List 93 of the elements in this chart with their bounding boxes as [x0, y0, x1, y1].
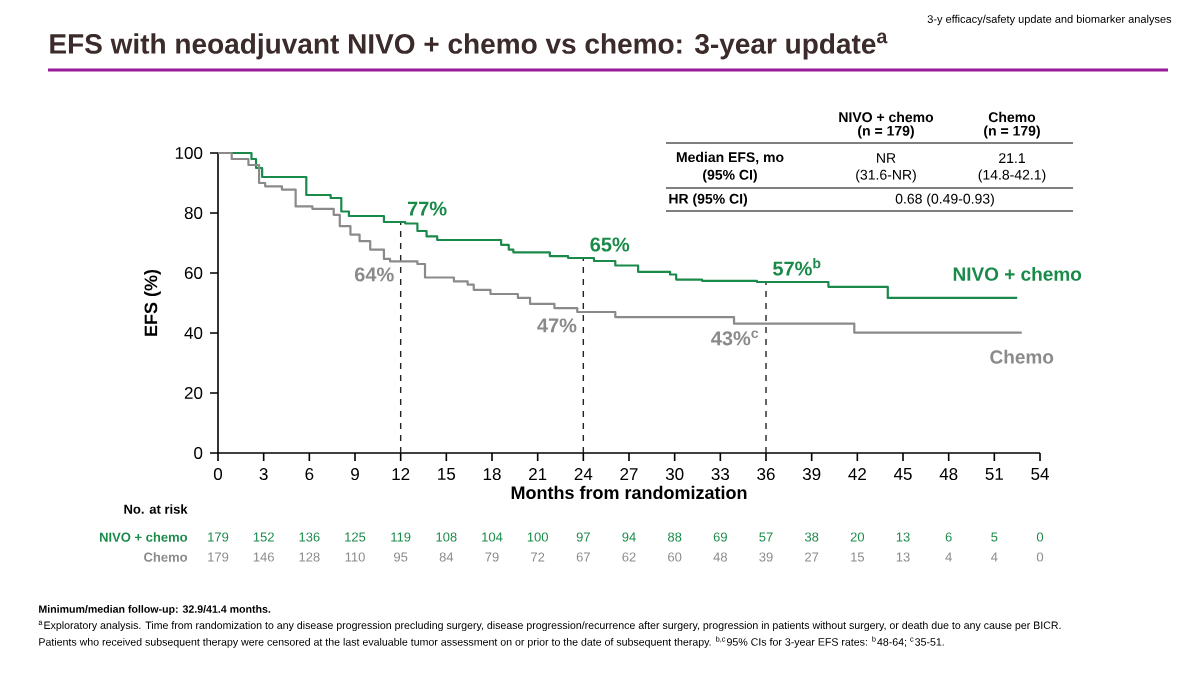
annotation: 0.68 (0.49-0.93) [895, 193, 994, 207]
text: 6 [945, 532, 952, 542]
text: 67 [576, 552, 590, 562]
text: 4 [945, 552, 952, 562]
x-tick-label: 30 [665, 468, 684, 481]
annotation: (31.6-NR) [856, 169, 916, 183]
chart-subtitle: 3-y efficacy/safety update and biomarker analyses [927, 14, 1172, 26]
text: 136 [299, 532, 320, 542]
annotation: 77% [407, 201, 447, 216]
text: Patients who received subsequent therapy were censored at the last evaluable tumor assessment on or prior to the date of subsequent therapy. $^{b,c}$95% CIs for 3-year EFS rates: $^{b}$48-64; $^{c}$35-51. [39, 636, 944, 648]
annotation: Median EFS, mo [676, 151, 784, 165]
annotation: 64% [354, 267, 394, 282]
text: 62 [622, 552, 636, 562]
text: 15 [851, 552, 865, 562]
x-tick-label: 36 [757, 468, 775, 481]
text: 108 [436, 532, 457, 542]
y-tick-label: 40 [184, 327, 203, 340]
text: 88 [668, 532, 682, 542]
y-tick-label: 0 [194, 447, 203, 460]
x-axis-title: Months from randomization [511, 485, 747, 500]
series-label: NIVO + chemo [953, 266, 1082, 281]
text: 60 [668, 552, 682, 562]
annotation: (14.8-42.1) [978, 169, 1046, 183]
text: 4 [991, 552, 998, 562]
text: NIVO + chemo [99, 532, 188, 542]
text: 125 [345, 532, 366, 542]
x-tick-label: 39 [802, 468, 821, 481]
text: 69 [713, 532, 727, 542]
text: 13 [896, 532, 910, 542]
text: 13 [896, 552, 910, 562]
x-tick-label: 15 [438, 468, 456, 480]
text: 179 [208, 552, 229, 562]
text: 95 [394, 552, 408, 562]
x-tick-label: 54 [1031, 468, 1049, 480]
x-tick-label: 45 [893, 468, 912, 480]
text: 128 [299, 552, 320, 562]
text: 39 [759, 552, 773, 562]
text: Minimum/median follow-up: 32.9/41.4 months. [39, 605, 271, 615]
y-tick-label: 20 [184, 387, 203, 400]
text: $^{a}$Exploratory analysis. Time from randomization to any disease progression precluding surgery, disease progression/recurrence after surgery, progression in patients without surgery, or death due to any cause per BICR. [38, 620, 1061, 632]
x-tick-label: 48 [939, 468, 958, 481]
x-tick-label: 21 [529, 468, 547, 480]
x-tick-label: 3 [259, 468, 268, 481]
text: 119 [391, 532, 411, 542]
text: Chemo [144, 552, 188, 562]
y-axis-title: EFS (%) [144, 269, 161, 336]
text: 20 [850, 532, 865, 542]
text: No. at risk [124, 504, 188, 514]
text: 0 [1036, 552, 1044, 562]
text: Chemo [988, 111, 1036, 123]
x-tick-label: 42 [848, 468, 866, 480]
text: 0 [1036, 532, 1044, 542]
text: 104 [482, 532, 503, 542]
text: 100 [527, 532, 548, 542]
x-tick-label: 0 [213, 468, 223, 481]
text: 79 [485, 552, 499, 562]
text: 146 [253, 552, 274, 562]
annotation: 47% [537, 318, 577, 333]
text: 179 [208, 532, 229, 542]
text: (n = 179) [984, 125, 1040, 139]
text: (n = 179) [858, 125, 914, 139]
annotation: 21.1 [999, 153, 1025, 163]
text: 38 [804, 532, 819, 542]
annotation: HR (95% CI) [669, 193, 748, 207]
x-tick-label: 33 [711, 468, 730, 481]
text: 97 [576, 532, 590, 542]
text: 5 [991, 532, 998, 542]
annotation: 43%$^{c}$ [711, 330, 759, 346]
annotation: (95% CI) [703, 169, 757, 183]
y-tick-label: 100 [175, 147, 203, 160]
x-tick-label: 18 [483, 468, 501, 481]
x-tick-label: 51 [985, 468, 1003, 480]
series-label: Chemo [990, 349, 1054, 364]
text: 94 [622, 532, 636, 542]
x-tick-label: 6 [305, 468, 314, 481]
x-tick-label: 24 [574, 468, 593, 480]
text: 110 [345, 552, 365, 562]
text: 27 [805, 552, 819, 562]
text: NIVO + chemo [839, 111, 934, 123]
x-tick-label: 12 [392, 468, 410, 480]
y-tick-label: 60 [184, 266, 203, 280]
annotation: 57%$^{b}$ [773, 258, 821, 276]
x-tick-label: 27 [620, 468, 638, 480]
x-tick-label: 9 [351, 468, 359, 481]
annotation: 65% [590, 237, 630, 252]
text: 72 [531, 552, 545, 562]
text: 48 [713, 552, 727, 562]
text: 84 [439, 552, 454, 562]
y-tick-label: 80 [184, 206, 203, 220]
chart-title: EFS with neoadjuvant NIVO + chemo vs chemo: 3-year update$^{a}$ [50, 32, 888, 60]
annotation: NR [877, 153, 896, 163]
text: 152 [253, 532, 274, 542]
text: 57 [759, 532, 773, 542]
